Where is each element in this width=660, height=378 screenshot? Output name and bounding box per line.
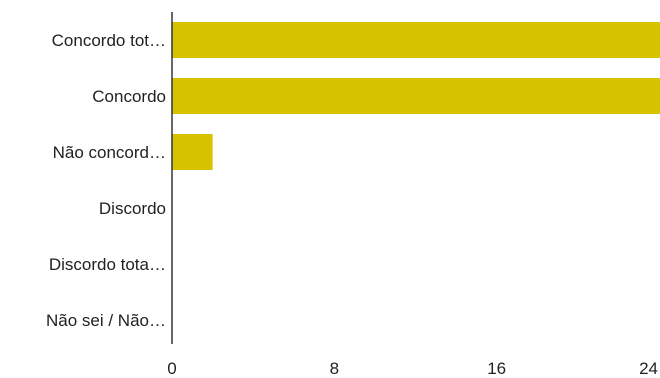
x-tick-label-1: 8: [330, 359, 339, 378]
category-label-2: Não concord…: [53, 143, 166, 162]
x-tick-label-2: 16: [487, 359, 506, 378]
x-tick-label-3: 24: [639, 359, 658, 378]
category-label-3: Discordo: [99, 199, 166, 218]
bar-2: [172, 134, 213, 170]
x-tick-labels: 0 8 16 24: [167, 359, 658, 378]
bars-group: [172, 22, 660, 170]
category-labels: Concordo tot… Concordo Não concord… Discord…: [46, 31, 166, 330]
x-tick-label-0: 0: [167, 359, 176, 378]
bar-0: [172, 22, 660, 58]
bar-1: [172, 78, 660, 114]
category-label-1: Concordo: [92, 87, 166, 106]
category-label-5: Não sei / Não…: [46, 311, 166, 330]
category-label-4: Discordo tota…: [49, 255, 166, 274]
category-label-0: Concordo tot…: [52, 31, 166, 50]
